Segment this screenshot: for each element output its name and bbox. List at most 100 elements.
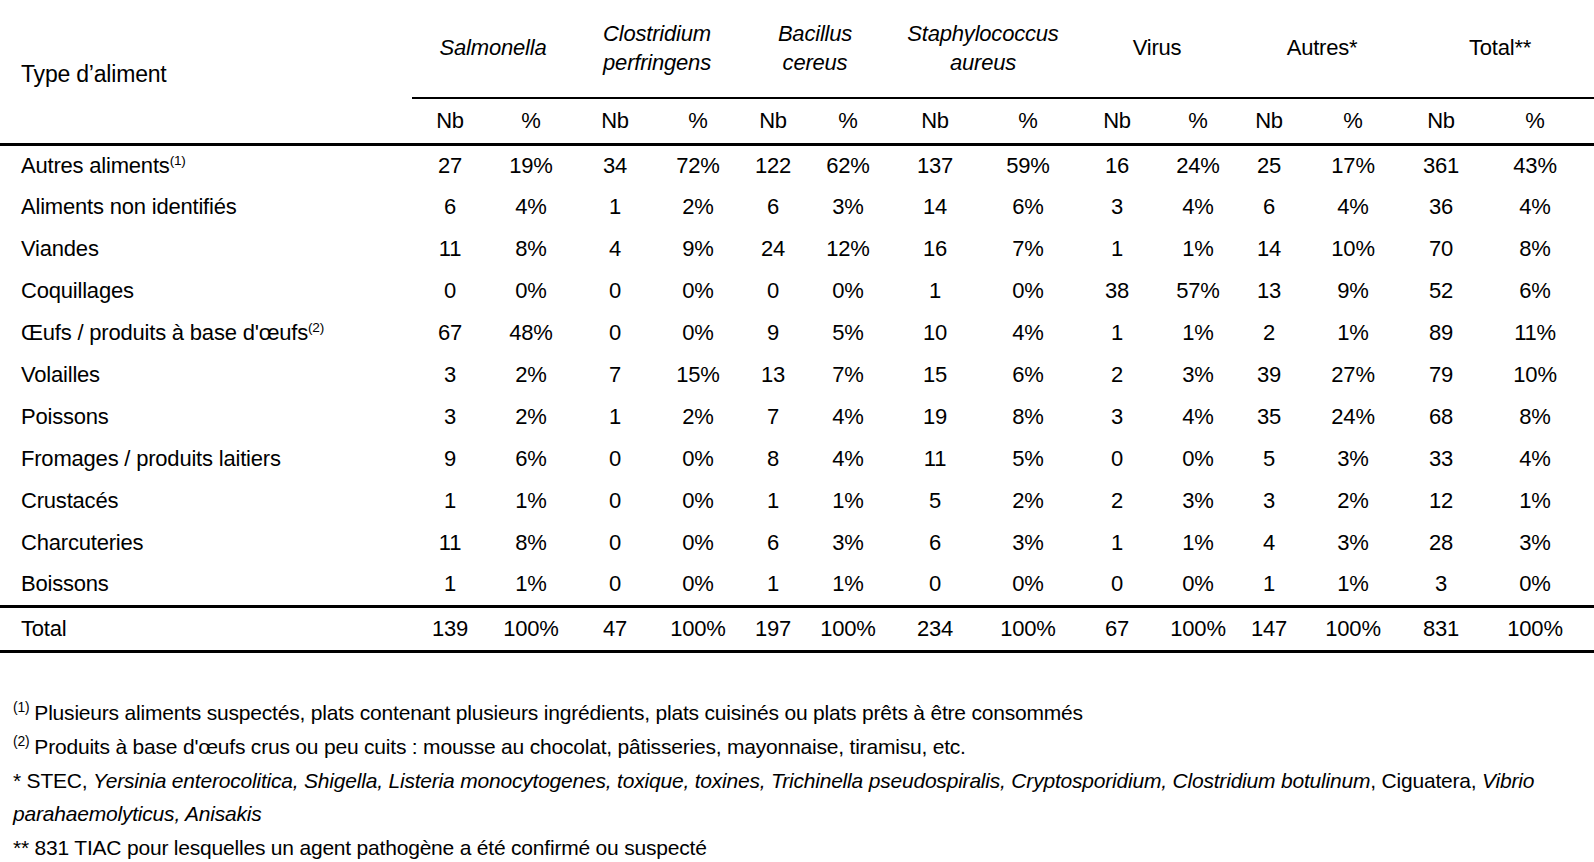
table-cell: 6	[890, 522, 980, 564]
table-cell: 1	[1076, 522, 1158, 564]
table-cell: 8%	[1476, 396, 1594, 438]
sub-header-bacillus-cereus-pct: %	[806, 98, 890, 144]
total-row-label: Total	[0, 606, 412, 651]
table-cell: 0	[574, 438, 656, 480]
table-cell: 3%	[806, 522, 890, 564]
footnote-2-marker: (2)	[13, 733, 29, 749]
row-label: Charcuteries	[0, 522, 412, 564]
table-cell: 5%	[980, 438, 1076, 480]
table-cell: 0	[574, 522, 656, 564]
row-label: Œufs / produits à base d'œufs(2)	[0, 312, 412, 354]
table-cell: 1%	[1300, 564, 1406, 606]
table-cell: 15	[890, 354, 980, 396]
column-header-type-aliment: Type d’aliment	[0, 6, 412, 144]
footnote-star: * STEC, Yersinia enterocolitica, Shigell…	[13, 764, 1580, 830]
group-header-virus: Virus	[1076, 6, 1238, 98]
row-label-text: Coquillages	[21, 278, 134, 303]
footnote-1-text: Plusieurs aliments suspectés, plats cont…	[34, 701, 1083, 724]
table-cell: 0%	[980, 270, 1076, 312]
table-cell: 5	[890, 480, 980, 522]
table-cell: 72%	[656, 144, 740, 186]
table-cell: 4%	[806, 438, 890, 480]
table-cell: 1%	[488, 564, 574, 606]
table-cell: 1	[1076, 312, 1158, 354]
table-cell: 17%	[1300, 144, 1406, 186]
table-cell: 1%	[806, 480, 890, 522]
table-cell: 33	[1406, 438, 1476, 480]
group-header-row: Type d’alimentSalmonellaClostridium perf…	[0, 6, 1594, 98]
sub-header-virus-pct: %	[1158, 98, 1238, 144]
table-cell: 10%	[1476, 354, 1594, 396]
table-cell: 9	[740, 312, 806, 354]
table-row-ufs-produits-base-d-ufs: Œufs / produits à base d'œufs(2)6748%00%…	[0, 312, 1594, 354]
table-cell: 7%	[806, 354, 890, 396]
total-cell: 100%	[980, 606, 1076, 651]
table-cell: 0	[1076, 564, 1158, 606]
row-label-text: Crustacés	[21, 488, 118, 513]
row-label: Autres aliments(1)	[0, 144, 412, 186]
table-cell: 2%	[488, 396, 574, 438]
total-cell: 67	[1076, 606, 1158, 651]
table-cell: 12	[1406, 480, 1476, 522]
table-cell: 0%	[656, 312, 740, 354]
table-cell: 4%	[1476, 186, 1594, 228]
table-cell: 67	[412, 312, 488, 354]
table-cell: 1	[1238, 564, 1300, 606]
footnote-1-marker: (1)	[13, 699, 29, 715]
table-cell: 38	[1076, 270, 1158, 312]
table-cell: 1%	[806, 564, 890, 606]
table-cell: 3	[412, 354, 488, 396]
table-cell: 4%	[1158, 186, 1238, 228]
table-row-volailles: Volailles32%715%137%156%23%3927%7910%	[0, 354, 1594, 396]
tiac-table-container: Type d’alimentSalmonellaClostridium perf…	[0, 6, 1594, 653]
sub-header-virus-nb: Nb	[1076, 98, 1158, 144]
table-cell: 34	[574, 144, 656, 186]
table-cell: 9%	[1300, 270, 1406, 312]
table-cell: 28	[1406, 522, 1476, 564]
table-cell: 70	[1406, 228, 1476, 270]
table-cell: 2%	[656, 396, 740, 438]
total-cell: 100%	[488, 606, 574, 651]
table-row-charcuteries: Charcuteries118%00%63%63%11%43%283%	[0, 522, 1594, 564]
table-row-autres-aliments: Autres aliments(1)2719%3472%12262%13759%…	[0, 144, 1594, 186]
table-cell: 62%	[806, 144, 890, 186]
sub-header-salmonella-pct: %	[488, 98, 574, 144]
table-cell: 89	[1406, 312, 1476, 354]
table-row-aliments-non-identifi-s: Aliments non identifiés64%12%63%146%34%6…	[0, 186, 1594, 228]
table-cell: 4%	[980, 312, 1076, 354]
sub-header-autres-nb: Nb	[1238, 98, 1300, 144]
table-cell: 43%	[1476, 144, 1594, 186]
table-cell: 4%	[1300, 186, 1406, 228]
table-cell: 5%	[806, 312, 890, 354]
row-label-text: Charcuteries	[21, 530, 143, 555]
document-page: Type d’alimentSalmonellaClostridium perf…	[0, 6, 1594, 862]
table-cell: 361	[1406, 144, 1476, 186]
total-cell: 831	[1406, 606, 1476, 651]
table-cell: 0%	[656, 564, 740, 606]
table-cell: 0%	[656, 480, 740, 522]
table-cell: 1%	[488, 480, 574, 522]
footnote-star-pathogens-1: Yersinia enterocolitica, Shigella, Liste…	[93, 769, 1370, 792]
row-label-superscript: (2)	[308, 320, 324, 335]
table-cell: 7	[574, 354, 656, 396]
table-cell: 6	[740, 522, 806, 564]
table-cell: 6%	[980, 354, 1076, 396]
table-cell: 48%	[488, 312, 574, 354]
table-cell: 2	[1076, 354, 1158, 396]
table-cell: 2%	[488, 354, 574, 396]
sub-header-autres-pct: %	[1300, 98, 1406, 144]
table-cell: 3	[1406, 564, 1476, 606]
sub-header-bacillus-cereus-nb: Nb	[740, 98, 806, 144]
footnote-2-text: Produits à base d'œufs crus ou peu cuits…	[34, 735, 965, 758]
table-cell: 6%	[488, 438, 574, 480]
table-cell: 8%	[1476, 228, 1594, 270]
table-cell: 3	[412, 396, 488, 438]
table-cell: 1	[890, 270, 980, 312]
table-cell: 6	[740, 186, 806, 228]
table-row-boissons: Boissons11%00%11%00%00%11%30%	[0, 564, 1594, 606]
table-cell: 11	[890, 438, 980, 480]
table-cell: 79	[1406, 354, 1476, 396]
table-cell: 10%	[1300, 228, 1406, 270]
row-label-superscript: (1)	[170, 153, 186, 168]
total-cell: 100%	[806, 606, 890, 651]
